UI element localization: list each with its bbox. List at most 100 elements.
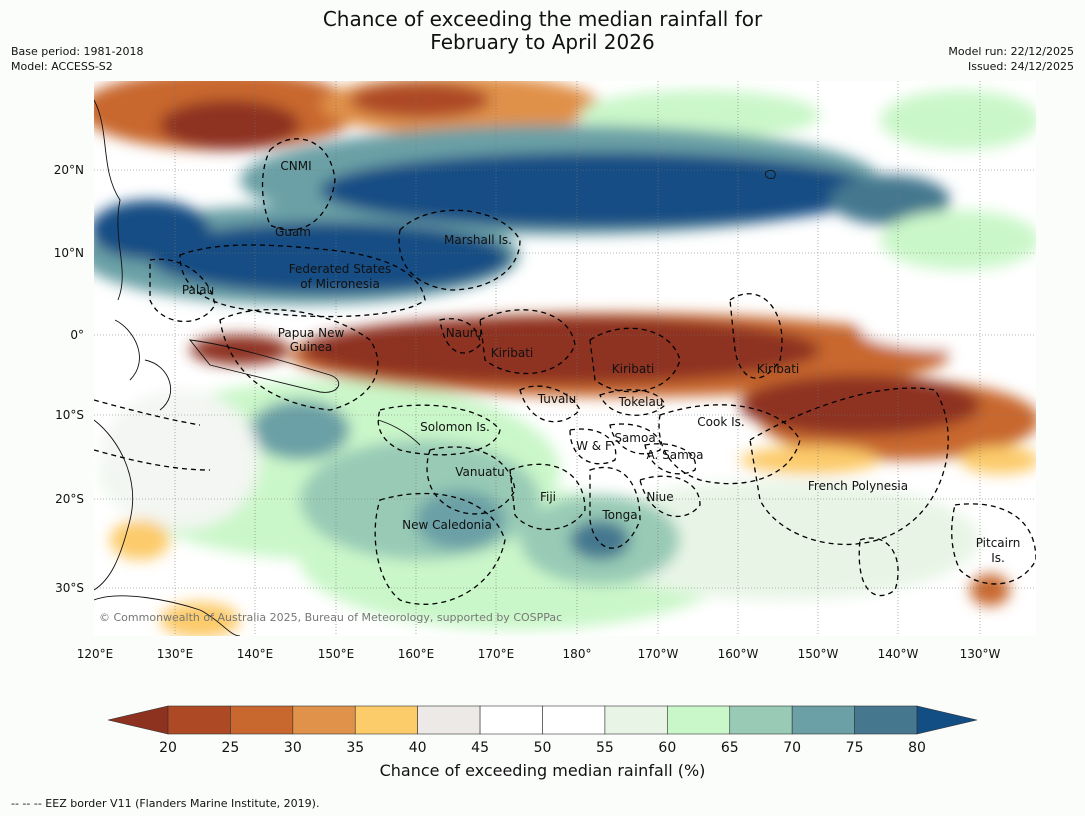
label-solomon: Solomon Is. <box>420 420 490 434</box>
eez-pitcairn <box>951 503 1036 585</box>
colorbar-segment <box>791 705 855 735</box>
label-palau: Palau <box>182 283 214 297</box>
colorbar-segment <box>417 705 481 735</box>
lon-label: 160°W <box>718 647 759 661</box>
colorbar-segment <box>230 705 294 735</box>
lat-label: 0° <box>70 328 84 342</box>
colorbar-tick: 25 <box>222 740 240 756</box>
colorbar-segment <box>604 705 668 735</box>
eez-tuvalu <box>519 385 581 423</box>
eez-nauru <box>439 318 481 354</box>
colorbar-segment <box>542 705 606 735</box>
lat-axis-labels: 20°N 10°N 0° 10°S 20°S 30°S <box>54 163 84 595</box>
label-kiribati-west: Kiribati <box>491 346 533 360</box>
colorbar-extend-low <box>107 705 169 735</box>
eez-cook <box>658 404 801 485</box>
colorbar-tick: 65 <box>721 740 739 756</box>
eez-wf <box>569 428 617 465</box>
eez-fsm <box>179 244 426 318</box>
eez-french-polynesia <box>749 387 949 546</box>
probability-fill-layer <box>94 81 1036 636</box>
colorbar-tick: 50 <box>534 740 552 756</box>
colorbar-tick: 45 <box>471 740 489 756</box>
graticule <box>94 81 1036 636</box>
eez-solomon <box>377 404 501 456</box>
eez-asamoa <box>644 443 697 475</box>
lon-label: 140°E <box>237 647 274 661</box>
label-guam: Guam <box>275 225 311 239</box>
label-pitcairn-2: Is. <box>991 551 1005 565</box>
lon-label: 170°E <box>478 647 515 661</box>
colorbar-extend-high <box>916 705 978 735</box>
lon-label: 150°W <box>798 647 839 661</box>
eez-new-caledonia <box>374 492 506 605</box>
label-fsm-1: Federated States <box>289 262 391 276</box>
eez-vanuatu <box>426 446 516 515</box>
label-fiji: Fiji <box>540 490 556 504</box>
colorbar-segment <box>479 705 543 735</box>
eez-png <box>219 309 379 411</box>
label-png-1: Papua New <box>278 326 345 340</box>
label-tokelau: Tokelau <box>618 395 664 409</box>
lat-label: 20°N <box>54 163 84 177</box>
eez-samoa <box>609 423 662 455</box>
label-nauru: Nauru <box>446 326 482 340</box>
issued-date: Issued: 24/12/2025 <box>967 60 1074 73</box>
title-line-1: Chance of exceeding the median rainfall … <box>322 7 763 31</box>
eez-tonga <box>589 466 641 549</box>
label-cook: Cook Is. <box>697 415 744 429</box>
colorbar-segment <box>729 705 793 735</box>
eez-palau <box>149 258 216 322</box>
colorbar-tick: 30 <box>284 740 302 756</box>
eez-kiribati-central <box>589 327 681 393</box>
label-pitcairn-1: Pitcairn <box>976 536 1021 550</box>
lon-label: 120°E <box>77 647 114 661</box>
colorbar-segment <box>292 705 356 735</box>
lon-label: 150°E <box>318 647 355 661</box>
eez-legend-footer: -- -- -- EEZ border V11 (Flanders Marine… <box>11 797 320 810</box>
coastlines <box>94 99 776 636</box>
lon-label: 180° <box>563 647 592 661</box>
lat-label: 10°N <box>54 246 84 260</box>
colorbar-segment <box>354 705 418 735</box>
place-labels: CNMI Guam Marshall Is. Federated States … <box>99 159 1020 624</box>
label-kiribati-central: Kiribati <box>612 362 654 376</box>
eez-borders <box>94 138 1036 605</box>
eez-kiribati-east <box>729 293 783 379</box>
eez-tokelau <box>599 389 666 416</box>
label-vanuatu: Vanuatu <box>455 465 505 479</box>
colorbar-tick: 35 <box>346 740 364 756</box>
eez-cnmi <box>261 138 336 231</box>
colorbar-tick: 75 <box>846 740 864 756</box>
eez-kiribati-west <box>479 309 576 375</box>
lat-label: 30°S <box>55 581 84 595</box>
map-title: Chance of exceeding the median rainfall … <box>0 8 1085 54</box>
label-new-caledonia: New Caledonia <box>402 518 492 532</box>
lon-label: 140°W <box>878 647 919 661</box>
model-run: Model run: 22/12/2025 <box>948 45 1074 58</box>
colorbar-tick: 80 <box>908 740 926 756</box>
label-tuvalu: Tuvalu <box>537 392 577 406</box>
eez-marshall <box>398 209 521 291</box>
label-png-2: Guinea <box>290 340 333 354</box>
colorbar-segment <box>854 705 918 735</box>
colorbar-tick: 60 <box>658 740 676 756</box>
lon-label: 130°E <box>157 647 194 661</box>
colorbar: 20 25 30 35 40 45 50 55 60 65 70 75 80 <box>107 705 978 756</box>
label-niue: Niue <box>646 490 673 504</box>
lat-label: 10°S <box>55 408 84 422</box>
colorbar-tick: 70 <box>783 740 801 756</box>
eez-niue <box>639 475 701 518</box>
colorbar-segment <box>667 705 731 735</box>
model-name: Model: ACCESS-S2 <box>11 60 113 73</box>
meta-left: Base period: 1981-2018 Model: ACCESS-S2 <box>11 44 143 74</box>
colorbar-tick: 40 <box>409 740 427 756</box>
lon-label: 160°E <box>398 647 435 661</box>
colorbar-segment <box>167 705 231 735</box>
label-french-polynesia: French Polynesia <box>808 479 908 493</box>
base-period: Base period: 1981-2018 <box>11 45 144 58</box>
label-cnmi: CNMI <box>280 159 311 173</box>
lat-label: 20°S <box>55 492 84 506</box>
label-asamoa: A. Samoa <box>647 448 704 462</box>
